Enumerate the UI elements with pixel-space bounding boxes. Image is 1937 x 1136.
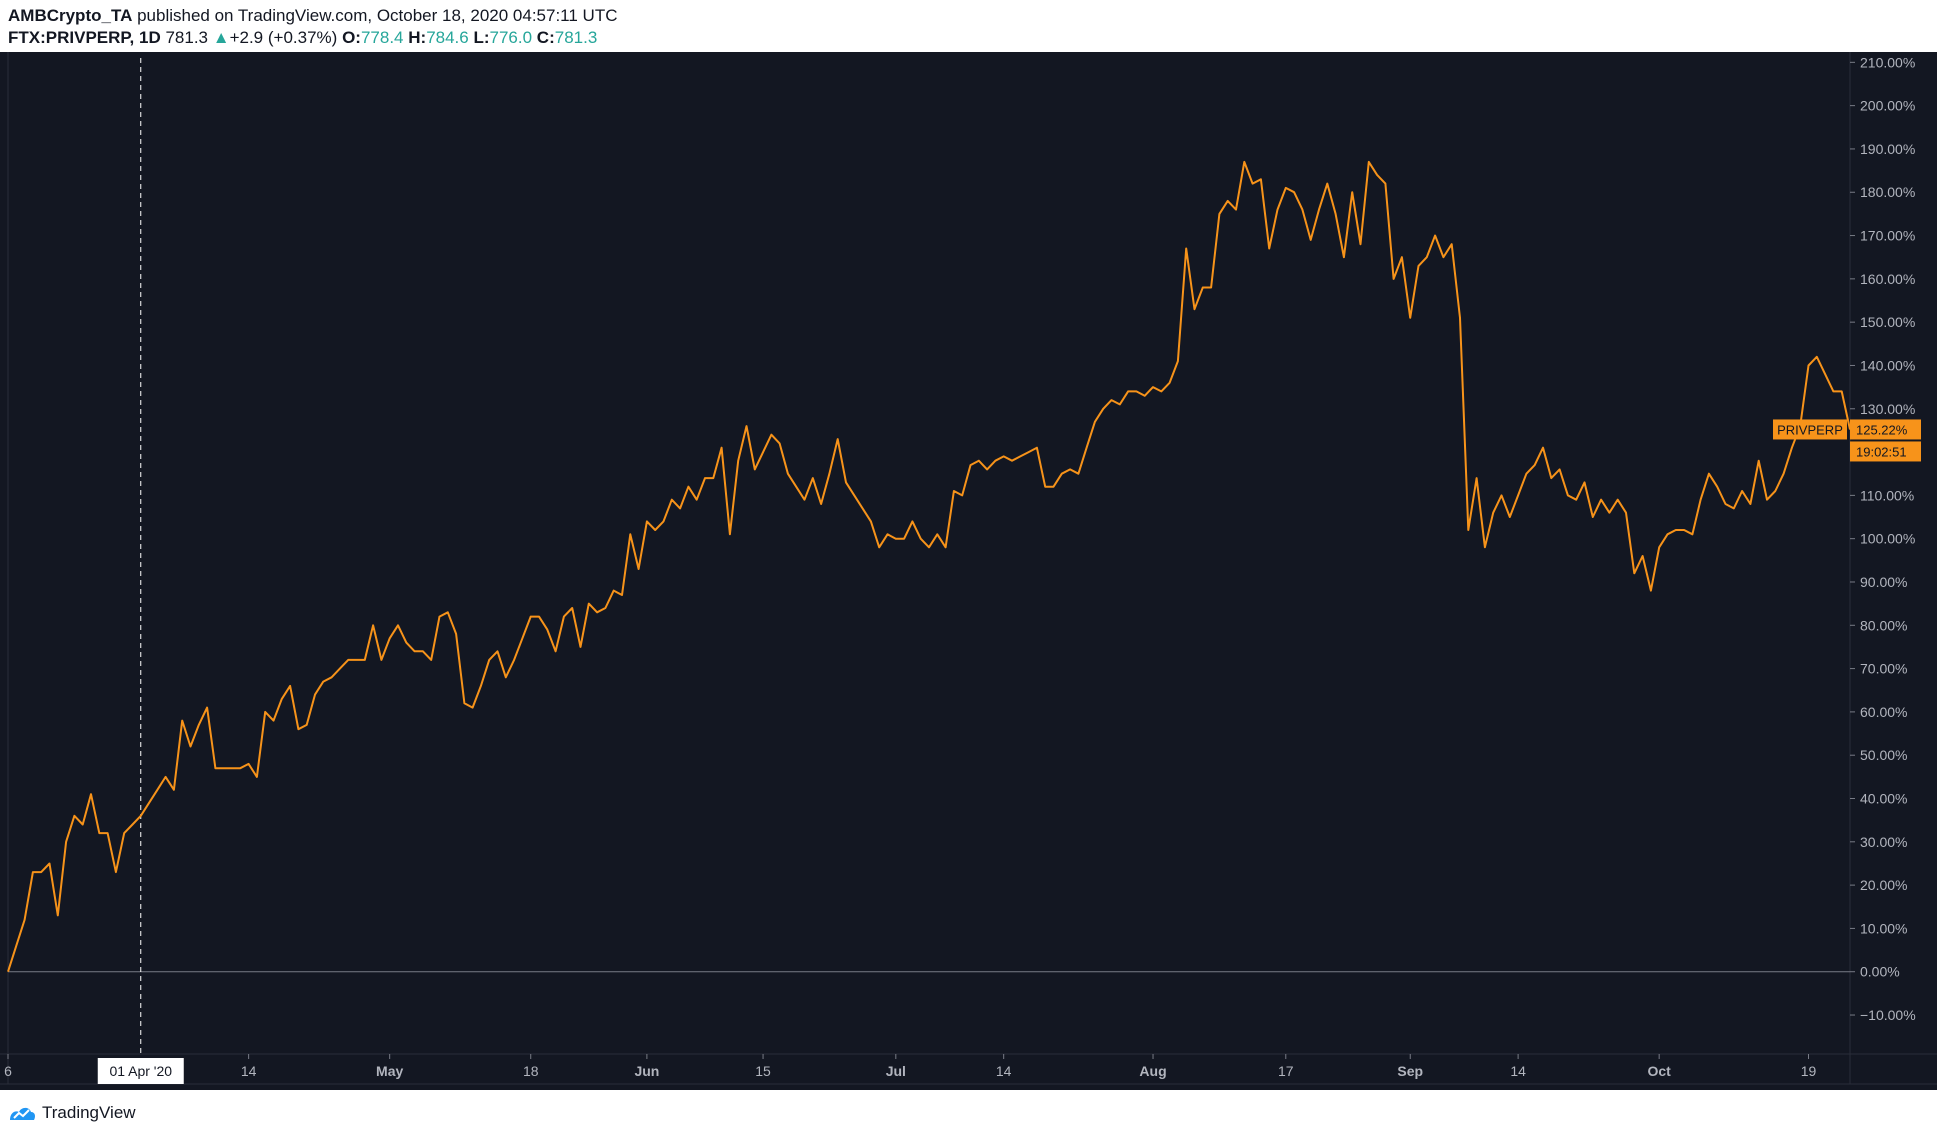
crosshair-date-label: 01 Apr '20 — [109, 1063, 172, 1079]
y-tick-label: 60.00% — [1860, 704, 1907, 720]
y-tick-label: 100.00% — [1860, 531, 1915, 547]
series-name-label: PRIVPERP — [1777, 422, 1843, 437]
high-value: 784.6 — [426, 28, 469, 47]
x-tick-label: 14 — [241, 1063, 257, 1079]
y-tick-label: 190.00% — [1860, 141, 1915, 157]
y-tick-label: 180.00% — [1860, 184, 1915, 200]
open-value: 778.4 — [360, 28, 404, 47]
open-label: O: — [342, 28, 361, 47]
x-tick-label: May — [376, 1063, 403, 1079]
series-name-tag — [1773, 419, 1847, 440]
y-tick-label: 20.00% — [1860, 877, 1907, 893]
x-tick-label: 17 — [1278, 1063, 1294, 1079]
x-tick-label: 14 — [996, 1063, 1012, 1079]
countdown-label: 19:02:51 — [1856, 444, 1907, 459]
close-label: C: — [536, 28, 555, 47]
price-chart-svg[interactable]: −10.00% 0.00% 10.00% 20.00% 30.00% 40.00% 50.0… — [0, 52, 1937, 1090]
y-tick-label: 40.00% — [1860, 791, 1907, 807]
symbol-info: FTX:PRIVPERP, 1D 781.3 ▲+2.9 (+0.37%) O:… — [8, 28, 597, 48]
y-tick-label: 30.00% — [1860, 834, 1907, 850]
y-tick-label: 50.00% — [1860, 747, 1907, 763]
author-name[interactable]: AMBCrypto_TA — [8, 6, 133, 25]
x-tick-label: Sep — [1397, 1063, 1423, 1079]
y-tick-label: −10.00% — [1860, 1007, 1916, 1023]
countdown-tag — [1850, 441, 1921, 462]
y-tick-label: 70.00% — [1860, 661, 1907, 677]
last-value-label: 125.22% — [1856, 422, 1908, 437]
y-tick-label: 10.00% — [1860, 920, 1907, 936]
low-label: L: — [473, 28, 490, 47]
chart-area[interactable]: −10.00% 0.00% 10.00% 20.00% 30.00% 40.00% 50.0… — [0, 52, 1937, 1090]
x-tick-label: Oct — [1647, 1063, 1671, 1079]
tradingview-logo-icon[interactable] — [8, 1104, 36, 1122]
y-tick-label: 130.00% — [1860, 401, 1915, 417]
symbol-label: FTX:PRIVPERP, 1D — [8, 28, 161, 47]
up-arrow-icon: ▲ — [212, 28, 230, 47]
last-price: 781.3 — [165, 28, 209, 47]
x-tick-label: 6 — [4, 1063, 12, 1079]
y-tick-label: 140.00% — [1860, 357, 1915, 373]
footer: TradingView — [8, 1100, 136, 1126]
x-tick-label: 15 — [755, 1063, 771, 1079]
x-tick-label: Jun — [634, 1063, 659, 1079]
high-label: H: — [408, 28, 427, 47]
last-value-tag — [1850, 419, 1921, 440]
price-series-line — [7, 160, 1851, 973]
y-tick-label: 0.00% — [1860, 964, 1900, 980]
x-tick-label: Aug — [1139, 1063, 1166, 1079]
y-tick-label: 210.00% — [1860, 54, 1915, 70]
footer-brand[interactable]: TradingView — [42, 1103, 136, 1122]
x-tick-label: 18 — [523, 1063, 539, 1079]
y-tick-label: 200.00% — [1860, 98, 1915, 114]
x-tick-label: Jul — [886, 1063, 906, 1079]
y-tick-label: 170.00% — [1860, 228, 1915, 244]
x-tick-label: 14 — [1510, 1063, 1526, 1079]
low-value: 776.0 — [489, 28, 533, 47]
crosshair-date-box — [97, 1058, 184, 1084]
y-tick-label: 150.00% — [1860, 314, 1915, 330]
y-tick-label: 80.00% — [1860, 617, 1907, 633]
price-change: +2.9 (+0.37%) — [229, 28, 338, 47]
y-tick-label: 160.00% — [1860, 271, 1915, 287]
y-tick-label: 110.00% — [1860, 487, 1914, 503]
published-text: published on TradingView.com, October 18… — [137, 6, 618, 25]
close-value: 781.3 — [554, 28, 598, 47]
publish-info: AMBCrypto_TA published on TradingView.co… — [8, 6, 618, 26]
x-tick-label: 19 — [1801, 1063, 1817, 1079]
y-tick-label: 90.00% — [1860, 574, 1907, 590]
